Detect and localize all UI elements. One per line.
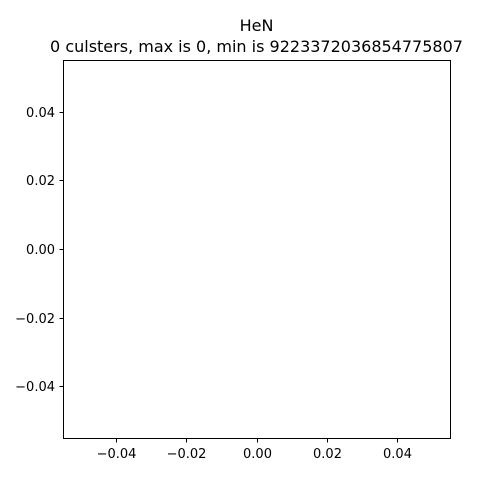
x-tick-label: 0.04 [383,447,412,462]
chart-title: HeN [240,16,274,35]
y-tick-label: −0.02 [15,312,55,327]
x-tick-label: 0.02 [313,447,342,462]
y-tick-label: 0.00 [26,243,55,258]
y-tick-label: 0.04 [26,106,55,121]
x-tick-label: −0.04 [97,447,137,462]
y-tick-label: −0.04 [15,380,55,395]
y-tick-label: 0.02 [26,174,55,189]
x-tick-label: −0.02 [167,447,207,462]
chart-subtitle: 0 culsters, max is 0, min is 92233720368… [50,37,463,56]
y-axis: −0.04 −0.02 0.00 0.02 0.04 [15,106,64,395]
x-tick-label: 0.00 [243,447,272,462]
x-axis: −0.04 −0.02 0.00 0.02 0.04 [97,438,412,462]
